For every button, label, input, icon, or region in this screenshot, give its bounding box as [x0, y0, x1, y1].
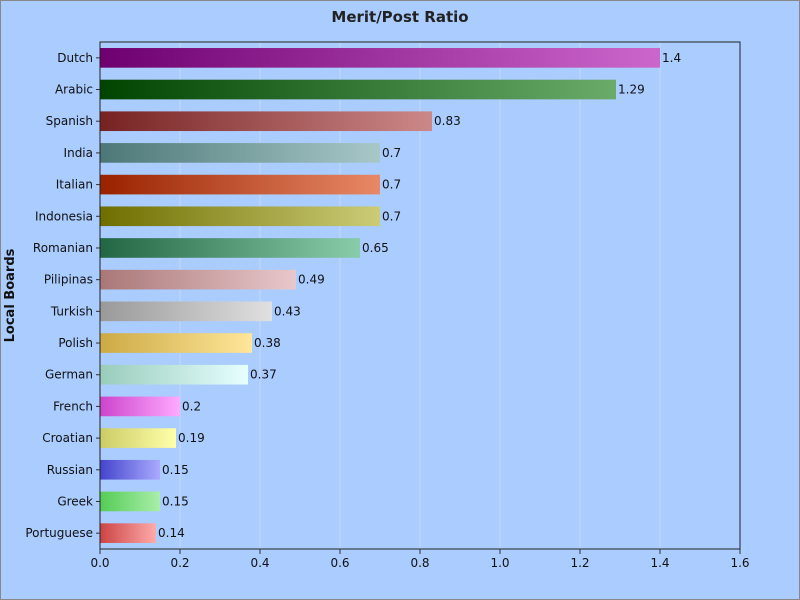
category-label: German: [45, 368, 93, 382]
bar-turkish: [100, 301, 272, 322]
data-label: 0.15: [162, 494, 189, 508]
x-tick-label: 1.2: [570, 556, 589, 570]
bar-french: [100, 396, 180, 417]
data-label: 0.49: [298, 273, 325, 287]
x-tick-label: 0.6: [330, 556, 349, 570]
bar-indonesia: [100, 206, 380, 227]
data-label: 1.29: [618, 83, 645, 97]
category-label: Greek: [57, 494, 93, 508]
x-tick-label: 0.2: [170, 556, 189, 570]
x-tick-label: 0.8: [410, 556, 429, 570]
x-tick-label: 1.0: [490, 556, 509, 570]
bar-russian: [100, 459, 160, 480]
data-label: 0.7: [382, 178, 401, 192]
bar-polish: [100, 333, 252, 353]
x-tick-label: 1.6: [730, 556, 749, 570]
chart-title: Merit/Post Ratio: [331, 8, 469, 26]
x-tick-label: 1.4: [650, 556, 669, 570]
bar-pilipinas: [100, 269, 296, 290]
bar-croatian: [100, 428, 176, 448]
category-label: Portuguese: [25, 526, 93, 540]
bar-portuguese: [100, 523, 156, 543]
category-label: Arabic: [55, 83, 93, 97]
category-label: Russian: [47, 463, 93, 477]
category-label: Dutch: [57, 51, 93, 65]
bar-arabic: [100, 79, 616, 100]
data-label: 0.38: [254, 336, 281, 350]
data-label: 0.7: [382, 209, 401, 223]
bar-german: [100, 364, 248, 385]
data-label: 0.37: [250, 368, 277, 382]
data-label: 1.4: [662, 51, 681, 65]
data-label: 0.83: [434, 114, 461, 128]
category-label: Romanian: [33, 241, 93, 255]
x-tick-label: 0.4: [250, 556, 269, 570]
bar-italian: [100, 174, 380, 195]
bar-spanish: [100, 111, 432, 132]
bar-greek: [100, 491, 160, 512]
data-label: 0.15: [162, 463, 189, 477]
category-label: Croatian: [42, 431, 93, 445]
category-label: Spanish: [46, 114, 93, 128]
x-tick-label: 0.0: [90, 556, 109, 570]
category-label: Indonesia: [35, 209, 93, 223]
data-label: 0.2: [182, 399, 201, 413]
data-label: 0.43: [274, 304, 301, 318]
category-label: French: [53, 399, 93, 413]
bar-dutch: [100, 48, 660, 68]
y-axis-title: Local Boards: [3, 248, 18, 342]
data-label: 0.19: [178, 431, 205, 445]
bar-india: [100, 143, 380, 163]
category-label: Polish: [58, 336, 93, 350]
bar-romanian: [100, 238, 360, 258]
category-label: Pilipinas: [44, 273, 93, 287]
data-label: 0.14: [158, 526, 185, 540]
category-label: India: [64, 146, 93, 160]
category-label: Italian: [56, 178, 93, 192]
category-label: Turkish: [50, 304, 93, 318]
data-label: 0.65: [362, 241, 389, 255]
data-label: 0.7: [382, 146, 401, 160]
